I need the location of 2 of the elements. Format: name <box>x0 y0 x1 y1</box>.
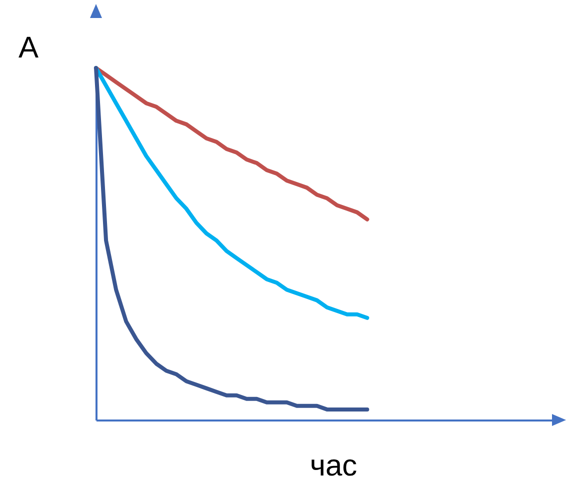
x-axis-title: час <box>310 450 358 482</box>
y-axis-title: A <box>18 32 39 64</box>
